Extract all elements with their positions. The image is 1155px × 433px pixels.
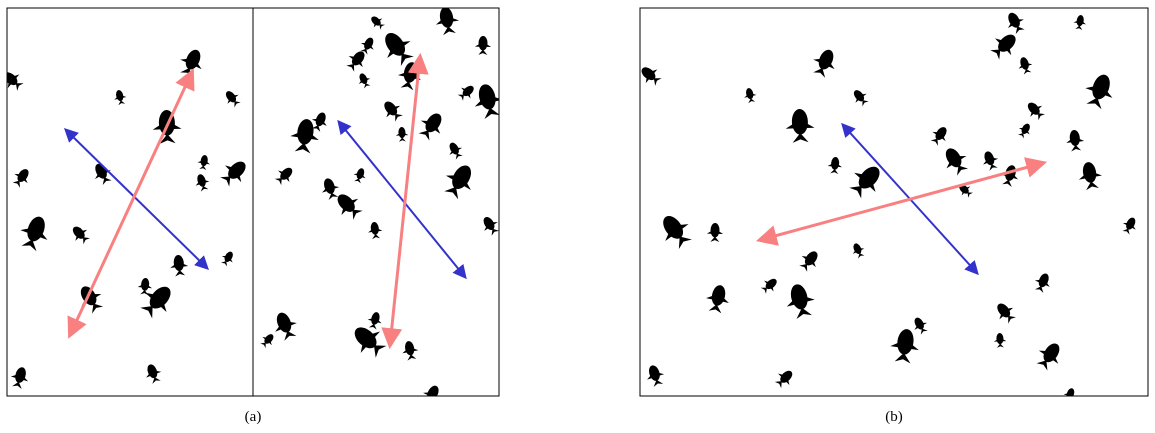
fish: [219, 249, 237, 268]
fish: [704, 283, 733, 315]
fish: [808, 45, 840, 79]
fish: [439, 159, 481, 202]
fish: [759, 274, 781, 296]
fish: [1120, 215, 1140, 237]
fish: [475, 36, 492, 55]
fish: [845, 158, 889, 202]
panel-label: (a): [245, 409, 262, 425]
blue-arrow: [339, 122, 465, 277]
fish: [331, 188, 367, 224]
fish: [395, 127, 408, 142]
fish: [0, 67, 26, 94]
fish: [8, 365, 31, 390]
fish: [68, 222, 93, 247]
fish: [1016, 55, 1035, 75]
fish: [445, 140, 466, 162]
fish: [1002, 9, 1028, 36]
pink-arrow: [390, 57, 420, 345]
fish: [1080, 70, 1119, 111]
fish-group: [0, 5, 525, 409]
fish: [827, 156, 843, 174]
fish: [782, 281, 818, 321]
fish: [1076, 160, 1104, 191]
fish: [137, 277, 153, 295]
fish: [10, 165, 34, 190]
fish: [1023, 98, 1048, 123]
fish: [346, 319, 390, 363]
fish: [785, 109, 815, 144]
fish: [470, 81, 506, 121]
fish: [772, 366, 797, 391]
fish: [742, 87, 758, 104]
fish: [637, 62, 665, 89]
fish: [367, 221, 383, 239]
fish: [456, 81, 478, 103]
fish: [400, 340, 420, 362]
fish: [193, 172, 212, 192]
fish: [1016, 121, 1034, 140]
fish: [368, 13, 387, 32]
fish: [849, 86, 871, 108]
fish: [1032, 338, 1067, 374]
fish: [993, 333, 1006, 348]
fish: [15, 212, 54, 253]
fish: [1065, 129, 1085, 152]
fish: [707, 223, 724, 242]
fish: [414, 108, 449, 144]
fish: [221, 87, 243, 109]
fish: [73, 281, 107, 317]
fish: [355, 71, 373, 90]
fish: [217, 155, 253, 191]
fish: [433, 5, 461, 36]
pink-arrow: [70, 72, 192, 335]
fish: [272, 163, 297, 188]
fish: [992, 299, 1019, 327]
fish: [269, 309, 301, 343]
page: {"panels": [{"label": "(a)"}, {"label": …: [0, 0, 1155, 433]
fish: [979, 149, 1001, 172]
fish: [169, 254, 189, 277]
fish: [643, 363, 667, 389]
fish: [197, 154, 212, 170]
fish: [1032, 271, 1054, 295]
fish: [849, 241, 867, 260]
fish: [796, 247, 823, 275]
fish: [1062, 386, 1079, 404]
fish: [910, 315, 931, 337]
fish: [112, 89, 128, 106]
fish: [258, 331, 277, 350]
fish: [379, 97, 406, 125]
fish: [352, 166, 369, 184]
blue-arrow: [66, 130, 207, 268]
fish: [987, 28, 1023, 64]
fish: [142, 362, 164, 385]
figure: (a) (b): [0, 0, 1155, 433]
fish: [419, 382, 444, 409]
fish: [654, 209, 697, 253]
fish: [888, 327, 921, 364]
fish: [928, 123, 952, 148]
panel-label: (b): [885, 409, 903, 425]
fish: [505, 154, 524, 176]
fish: [366, 310, 384, 330]
pink-arrow: [760, 163, 1043, 240]
fish: [1073, 14, 1088, 30]
fish: [938, 143, 972, 179]
